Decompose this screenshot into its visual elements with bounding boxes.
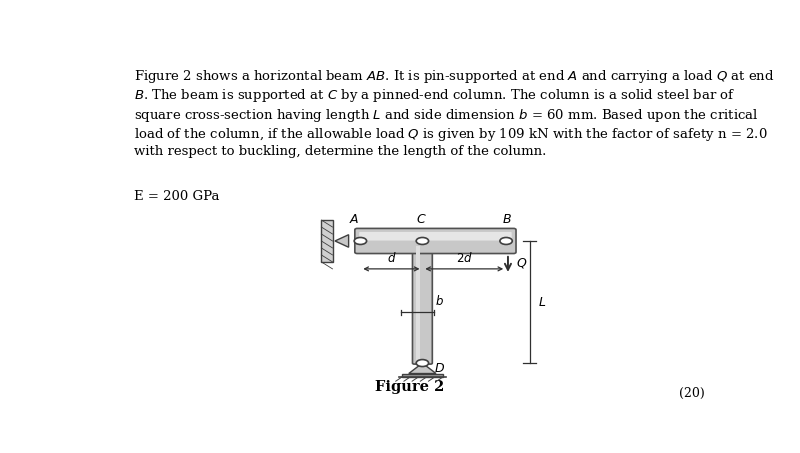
Bar	[415, 246, 421, 361]
Circle shape	[416, 237, 429, 245]
Circle shape	[354, 237, 366, 245]
Polygon shape	[409, 363, 436, 374]
FancyBboxPatch shape	[359, 232, 512, 241]
FancyBboxPatch shape	[413, 243, 432, 364]
FancyBboxPatch shape	[355, 228, 516, 254]
Text: $B$: $B$	[502, 212, 512, 226]
Bar	[322, 220, 333, 262]
Text: $Q$: $Q$	[516, 255, 527, 270]
Text: $A$: $A$	[349, 212, 359, 226]
Circle shape	[416, 360, 429, 366]
Text: Figure 2 shows a horizontal beam $AB$. It is pin-supported at end $A$ and carryi: Figure 2 shows a horizontal beam $AB$. I…	[134, 68, 774, 85]
Polygon shape	[335, 235, 349, 247]
Text: load of the column, if the allowable load $Q$ is given by 109 kN with the factor: load of the column, if the allowable loa…	[134, 126, 768, 143]
Text: Figure 2: Figure 2	[375, 381, 445, 395]
Text: $b$: $b$	[435, 294, 444, 308]
Text: $C$: $C$	[416, 212, 426, 226]
Text: (20): (20)	[678, 387, 705, 400]
Text: $D$: $D$	[434, 362, 445, 376]
Text: $d$: $d$	[386, 251, 396, 265]
Circle shape	[500, 237, 512, 245]
Bar	[402, 374, 443, 377]
Text: $L$: $L$	[538, 295, 546, 308]
Text: $2d$: $2d$	[456, 251, 473, 265]
Text: $B$. The beam is supported at $C$ by a pinned-end column. The column is a solid : $B$. The beam is supported at $C$ by a p…	[134, 87, 735, 105]
Text: with respect to buckling, determine the length of the column.: with respect to buckling, determine the …	[134, 145, 546, 158]
Text: E = 200 GPa: E = 200 GPa	[134, 190, 219, 203]
Text: square cross-section having length $L$ and side dimension $b$ = 60 mm. Based upo: square cross-section having length $L$ a…	[134, 107, 758, 124]
